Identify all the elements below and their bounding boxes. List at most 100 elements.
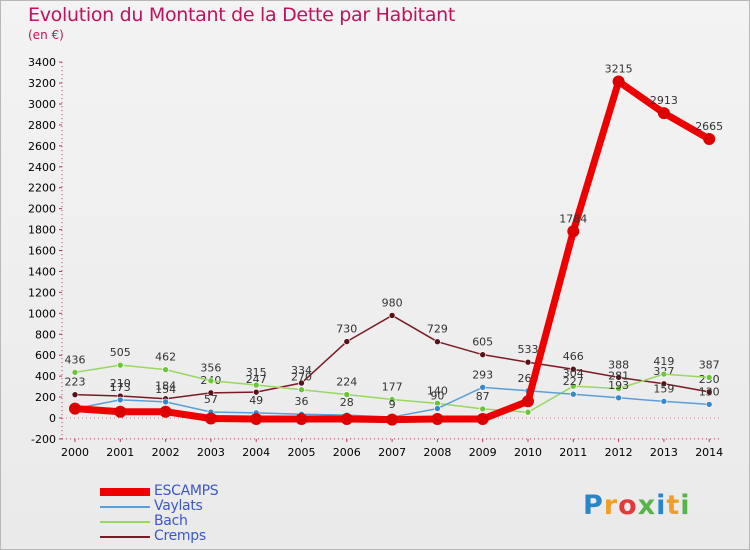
data-point — [117, 396, 124, 404]
y-tick-label: 0 — [49, 412, 56, 425]
data-point — [657, 107, 670, 120]
data-point — [434, 405, 441, 412]
data-point — [524, 408, 532, 416]
y-tick-label: 2600 — [28, 140, 56, 153]
x-tick-label: 2013 — [650, 446, 678, 459]
data-point — [162, 398, 169, 406]
data-label: 419 — [653, 355, 674, 368]
data-label: 387 — [699, 358, 720, 371]
data-point — [524, 358, 532, 366]
data-point — [252, 388, 260, 396]
data-point — [479, 384, 487, 391]
data-point — [71, 369, 79, 376]
x-tick-label: 2003 — [197, 446, 225, 459]
data-label: 315 — [246, 366, 267, 379]
data-point — [615, 394, 622, 402]
logo-letter: P — [583, 490, 604, 521]
legend-item-escamps: ESCAMPS — [100, 483, 219, 499]
data-label: 462 — [155, 351, 176, 364]
legend-label-vaylats: Vaylats — [154, 498, 203, 514]
data-label: 729 — [427, 323, 448, 336]
data-label: 177 — [382, 380, 403, 393]
data-point — [569, 365, 577, 373]
data-point — [388, 312, 396, 319]
data-label: 9 — [389, 398, 396, 411]
series-escamps: 1784 3215 2913 2665 — [69, 62, 723, 426]
data-label: 87 — [476, 390, 490, 403]
data-point — [71, 391, 79, 398]
x-tick-label: 2009 — [469, 446, 497, 459]
y-tick-label: 200 — [35, 391, 56, 404]
data-point — [660, 370, 668, 378]
data-point — [615, 385, 622, 392]
data-point — [340, 413, 353, 426]
data-point — [204, 412, 217, 425]
data-point — [569, 382, 577, 390]
data-point — [479, 351, 487, 358]
data-label: 223 — [65, 376, 86, 389]
data-point — [114, 405, 127, 418]
chart-title: Evolution du Montant de la Dette par Hab… — [28, 4, 456, 26]
legend-item-vaylats: Vaylats — [100, 499, 218, 514]
y-tick-label: 600 — [35, 349, 56, 362]
y-tick-label: 1200 — [28, 286, 56, 299]
data-label: 90 — [430, 390, 444, 403]
y-tick-label: 400 — [35, 370, 56, 383]
data-point — [252, 381, 260, 389]
legend-swatch-cremps — [100, 535, 150, 538]
data-label: 293 — [472, 368, 493, 381]
data-point — [660, 380, 668, 388]
data-point — [159, 405, 172, 418]
data-label: 193 — [608, 379, 629, 392]
data-label: 505 — [110, 346, 131, 359]
y-tick-label: 3400 — [28, 56, 56, 69]
data-point — [207, 389, 215, 397]
data-label: 334 — [291, 364, 312, 377]
x-tick-label: 2007 — [378, 446, 406, 459]
data-point — [569, 390, 577, 398]
legend-item-bach: Bach — [100, 514, 218, 529]
data-point — [703, 133, 716, 146]
data-label: 210 — [110, 377, 131, 390]
data-point — [431, 413, 444, 426]
data-point — [207, 377, 215, 385]
data-point — [705, 374, 713, 381]
x-tick-label: 2008 — [423, 446, 451, 459]
y-tick-label: 1400 — [28, 265, 56, 278]
x-tick-label: 2002 — [152, 446, 180, 459]
data-label: 605 — [472, 336, 493, 349]
legend-label-bach: Bach — [154, 513, 188, 529]
data-point — [615, 374, 622, 381]
logo-letter: i — [680, 490, 691, 521]
data-point — [343, 391, 351, 398]
legend-label-escamps: ESCAMPS — [154, 483, 219, 499]
data-point — [295, 413, 308, 426]
data-point — [522, 395, 534, 408]
legend-swatch-bach — [100, 520, 150, 523]
data-label: 247 — [246, 373, 267, 386]
data-label: 388 — [608, 358, 629, 371]
data-point — [298, 379, 305, 387]
data-label: 2913 — [650, 94, 678, 107]
logo-letter: r — [603, 490, 619, 521]
logo-letter: x — [637, 490, 657, 521]
legend-swatch-vaylats — [100, 505, 150, 508]
data-point — [250, 413, 263, 426]
data-label: 1784 — [559, 212, 587, 225]
series-cremps: 2232101842402473347309807296055334663883… — [65, 296, 720, 403]
x-tick-label: 2004 — [242, 446, 270, 459]
y-tick-label: 800 — [35, 328, 56, 341]
data-label: 466 — [563, 350, 584, 363]
data-point — [386, 413, 399, 426]
legend-item-cremps: Cremps — [100, 529, 218, 544]
data-label: 36 — [295, 395, 309, 408]
x-tick-label: 2006 — [333, 446, 361, 459]
y-tick-label: -200 — [31, 433, 56, 446]
y-tick-label: 1600 — [28, 245, 56, 258]
data-label: 49 — [249, 394, 263, 407]
data-point — [117, 361, 124, 369]
y-tick-label: 3200 — [28, 77, 56, 90]
y-tick-label: 2000 — [28, 203, 56, 216]
data-point — [660, 398, 668, 405]
data-label: 173 — [110, 381, 131, 394]
